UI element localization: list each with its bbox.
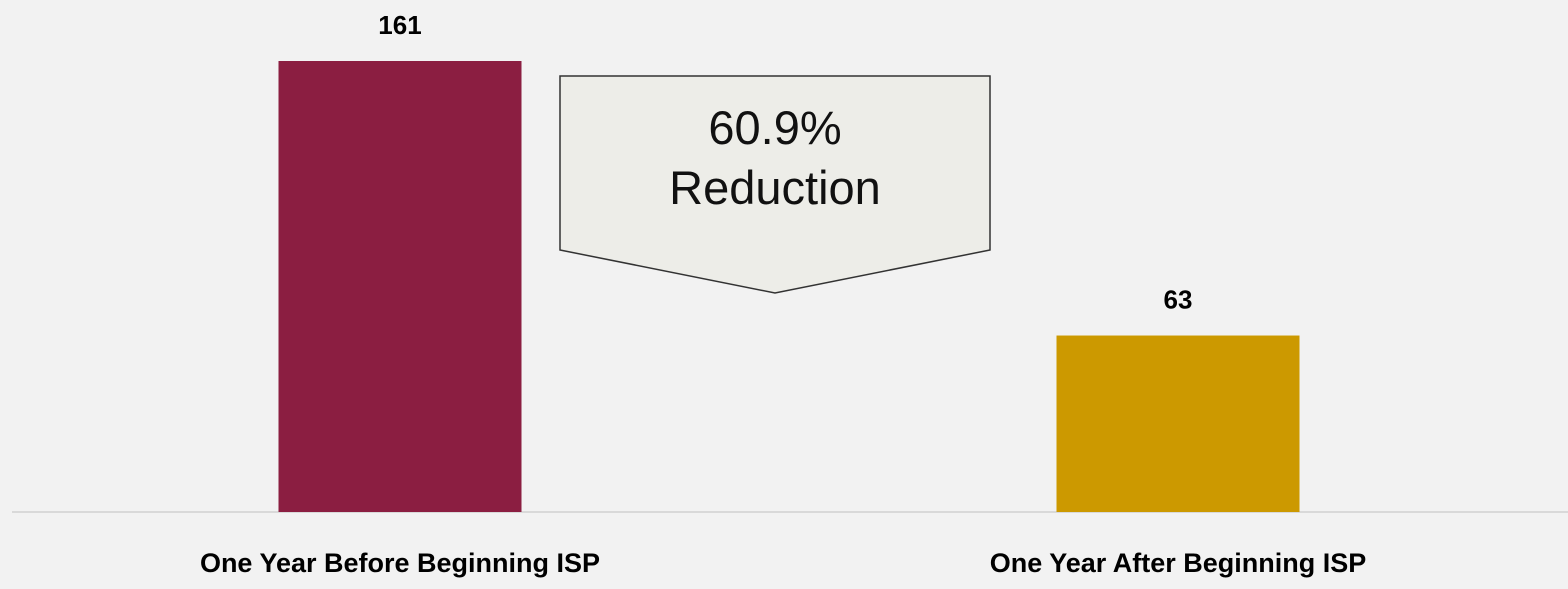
annotation: 60.9% Reduction — [669, 101, 881, 214]
x-tick-label: One Year Before Beginning ISP — [200, 548, 600, 578]
callout-arrow — [559, 75, 991, 294]
bar — [1056, 335, 1300, 512]
x-tick-label: One Year After Beginning ISP — [990, 548, 1367, 578]
bar — [278, 61, 522, 512]
value-label: 161 — [378, 10, 421, 40]
value-label: 63 — [1164, 284, 1193, 314]
